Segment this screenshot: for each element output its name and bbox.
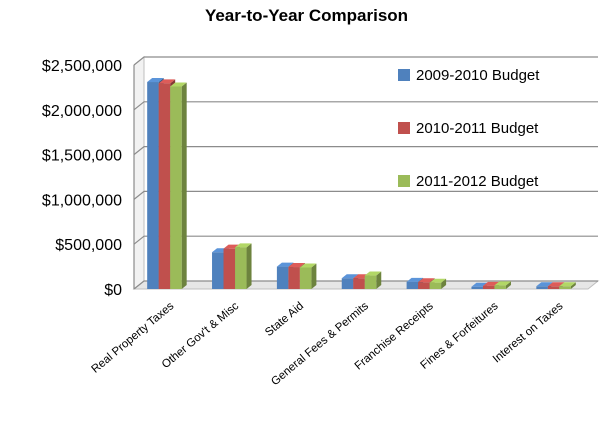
bar-top [235, 243, 252, 248]
bar-top [494, 281, 511, 286]
bar [353, 278, 365, 289]
bar-side [376, 271, 382, 289]
bar [170, 86, 182, 289]
bar-top [559, 282, 576, 287]
bar [482, 285, 495, 289]
bar-top [276, 262, 294, 267]
bar [418, 282, 430, 289]
bar [406, 281, 419, 289]
side-wall [133, 55, 145, 291]
bar-top [158, 79, 176, 84]
bar-top [406, 277, 424, 282]
y-tick-label: $2,500,000 [42, 58, 122, 75]
bar-side [505, 281, 511, 289]
bar [559, 286, 571, 289]
bar-top [429, 278, 447, 283]
bar [223, 248, 236, 289]
legend-swatch [398, 69, 410, 81]
legend-swatch [398, 175, 410, 187]
y-tick-label: $0 [104, 282, 122, 299]
bar-top [341, 274, 359, 279]
gridline [133, 235, 598, 245]
gridline [133, 146, 598, 156]
bar [471, 286, 483, 289]
y-tick-label: $1,500,000 [42, 148, 122, 165]
bar [147, 82, 159, 289]
bar [364, 275, 377, 289]
bar [341, 278, 354, 289]
bar [494, 285, 506, 289]
bar-side [311, 263, 317, 289]
legend-label: 2009-2010 Budget [416, 67, 540, 84]
y-tick-label: $500,000 [55, 237, 122, 254]
bar-top [547, 282, 565, 287]
bar [158, 83, 171, 289]
bar-side [570, 282, 576, 289]
x-tick-label: State Aid [263, 300, 306, 339]
bar [235, 247, 247, 289]
bar [547, 286, 560, 289]
y-tick-label: $1,000,000 [42, 192, 122, 209]
bar [299, 267, 312, 289]
bar-top [536, 282, 553, 287]
bar-top [288, 263, 305, 268]
bar-top [299, 263, 317, 268]
bar-top [147, 78, 164, 83]
gridline [133, 190, 598, 200]
bar [288, 267, 300, 289]
bar-top [418, 278, 435, 283]
gridline [133, 56, 598, 66]
bar [536, 286, 548, 289]
x-tick-label: Interest on Taxes [491, 300, 566, 366]
bar-top [170, 82, 187, 87]
bar-side [441, 278, 447, 289]
gridline [133, 280, 598, 290]
bar [212, 252, 224, 289]
gridline [133, 101, 598, 111]
bar-side [181, 82, 187, 289]
chart-title: Year-to-Year Comparison [204, 6, 409, 25]
legend-label: 2011-2012 Budget [416, 173, 539, 190]
legend-swatch [398, 122, 410, 134]
legend-label: 2010-2011 Budget [416, 120, 539, 137]
bar [429, 282, 442, 289]
y-tick-label: $2,000,000 [42, 103, 122, 120]
bar [276, 266, 289, 289]
bar-side [246, 243, 252, 289]
bar-top [364, 271, 382, 276]
